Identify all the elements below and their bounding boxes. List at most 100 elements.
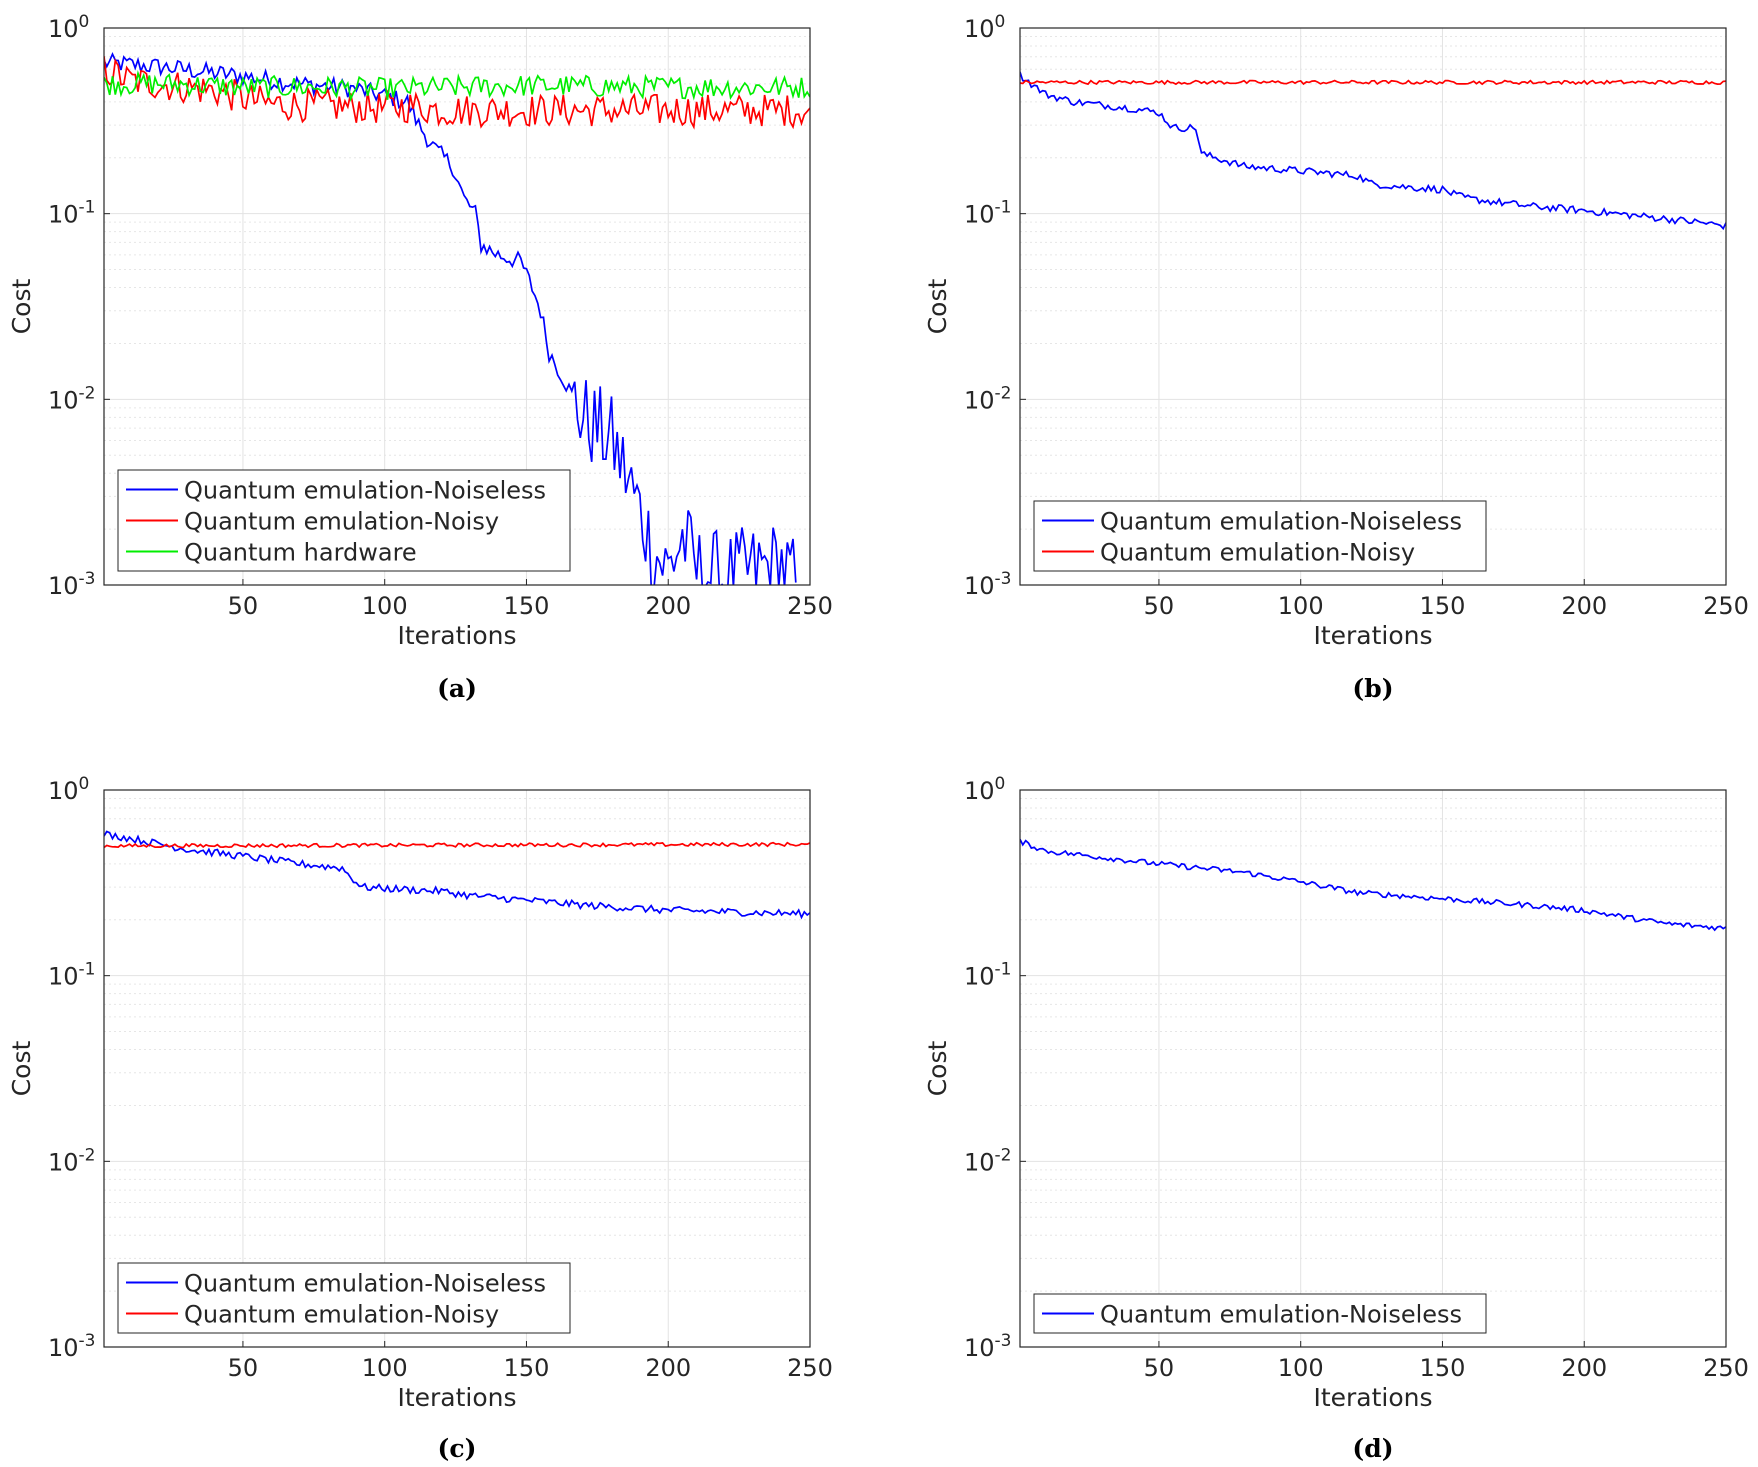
y-tick-exponent: -1 <box>79 960 96 980</box>
y-tick-base: 10 <box>964 386 995 414</box>
y-tick-base: 10 <box>48 15 79 43</box>
x-tick-label: 100 <box>362 1354 408 1382</box>
legend-label: Quantum emulation-Noiseless <box>1100 1301 1462 1329</box>
legend-label: Quantum emulation-Noisy <box>184 1301 499 1329</box>
y-tick-exponent: -3 <box>995 569 1012 589</box>
x-tick-label: 100 <box>362 592 408 620</box>
y-tick-base: 10 <box>964 1148 995 1176</box>
x-tick-label: 50 <box>228 592 259 620</box>
axes-box <box>1019 789 1727 1348</box>
y-tick-exponent: 0 <box>995 774 1006 794</box>
y-tick-label: 100 <box>964 12 1005 43</box>
series-line-1 <box>104 841 810 849</box>
series-line-0 <box>1020 838 1726 932</box>
x-axis-label: Iterations <box>397 1383 516 1412</box>
y-tick-base: 10 <box>48 963 79 991</box>
legend-label: Quantum emulation-Noisy <box>184 508 499 536</box>
x-tick-label: 50 <box>1144 1354 1175 1382</box>
y-tick-base: 10 <box>964 201 995 229</box>
y-tick-label: 10-2 <box>48 1145 96 1176</box>
y-tick-base: 10 <box>48 1334 79 1362</box>
chart-panel-2: 50 100 150 200 25010010-110-210-3IterationsC… <box>7 774 833 1463</box>
panel-caption: (c) <box>438 1434 477 1463</box>
axes-box <box>103 789 811 1348</box>
x-tick-label: 200 <box>1561 1354 1607 1382</box>
x-tick-label: 100 <box>1278 592 1324 620</box>
y-tick-exponent: -2 <box>79 1145 96 1165</box>
y-tick-exponent: -3 <box>995 1331 1012 1351</box>
y-tick-base: 10 <box>48 1148 79 1176</box>
y-tick-label: 100 <box>48 12 89 43</box>
axes-box <box>103 27 811 586</box>
legend: Quantum emulation-Noiseless Quantum emula… <box>1033 500 1487 572</box>
panel-caption: (d) <box>1352 1434 1393 1463</box>
series-line-1 <box>104 56 810 130</box>
y-tick-label: 10-3 <box>48 569 96 600</box>
y-axis-label: Cost <box>923 279 952 335</box>
x-tick-label: 50 <box>1144 592 1175 620</box>
y-tick-base: 10 <box>48 777 79 805</box>
y-tick-label: 10-3 <box>964 569 1012 600</box>
y-tick-exponent: 0 <box>79 774 90 794</box>
chart-panel-3: 50 100 150 200 25010010-110-210-3IterationsC… <box>923 774 1749 1463</box>
x-tick-label: 250 <box>787 592 833 620</box>
y-axis-label: Cost <box>7 1041 36 1097</box>
legend: Quantum emulation-Noiseless <box>1033 1293 1487 1334</box>
y-tick-label: 10-2 <box>964 383 1012 414</box>
series-line-1 <box>1020 79 1726 86</box>
y-tick-label: 10-1 <box>964 198 1012 229</box>
series-line-0 <box>1020 71 1726 231</box>
axes-box <box>1019 27 1727 586</box>
y-tick-base: 10 <box>964 15 995 43</box>
y-tick-exponent: -2 <box>79 383 96 403</box>
y-tick-exponent: -1 <box>995 198 1012 218</box>
y-tick-label: 10-3 <box>48 1331 96 1362</box>
y-tick-base: 10 <box>964 777 995 805</box>
y-tick-label: 10-1 <box>964 960 1012 991</box>
legend-label: Quantum emulation-Noiseless <box>184 477 546 505</box>
y-tick-base: 10 <box>48 572 79 600</box>
chart-panel-0: 50 100 150 200 25010010-110-210-3IterationsC… <box>7 12 833 703</box>
x-axis-label: Iterations <box>1313 1383 1432 1412</box>
y-tick-label: 10-2 <box>48 383 96 414</box>
y-tick-label: 10-3 <box>964 1331 1012 1362</box>
y-tick-exponent: 0 <box>79 12 90 32</box>
panel-caption: (a) <box>437 674 477 703</box>
y-axis-label: Cost <box>7 279 36 335</box>
y-tick-base: 10 <box>964 1334 995 1362</box>
legend-box <box>117 1262 571 1334</box>
x-tick-label: 200 <box>1561 592 1607 620</box>
x-tick-label: 150 <box>504 592 550 620</box>
series-line-2 <box>104 69 810 102</box>
legend-label: Quantum emulation-Noiseless <box>184 1270 546 1298</box>
chart-panel-1: 50 100 150 200 25010010-110-210-3IterationsC… <box>923 12 1749 703</box>
legend-box <box>1033 1293 1487 1334</box>
series-line-0 <box>104 830 810 920</box>
legend-label: Quantum emulation-Noisy <box>1100 539 1415 567</box>
y-tick-label: 10-1 <box>48 198 96 229</box>
x-tick-label: 150 <box>504 1354 550 1382</box>
y-tick-label: 100 <box>48 774 89 805</box>
y-tick-base: 10 <box>48 386 79 414</box>
legend-box <box>117 469 571 572</box>
x-tick-label: 200 <box>645 1354 691 1382</box>
y-tick-base: 10 <box>964 572 995 600</box>
y-tick-label: 100 <box>964 774 1005 805</box>
series-line-0 <box>104 51 797 585</box>
legend-box <box>1033 500 1487 572</box>
y-tick-exponent: 0 <box>995 12 1006 32</box>
x-tick-label: 250 <box>1703 592 1749 620</box>
y-tick-base: 10 <box>48 201 79 229</box>
legend: Quantum emulation-Noiseless Quantum emula… <box>117 469 571 572</box>
y-tick-label: 10-1 <box>48 960 96 991</box>
y-tick-exponent: -2 <box>995 383 1012 403</box>
x-tick-label: 150 <box>1420 1354 1466 1382</box>
legend-label: Quantum hardware <box>184 539 417 567</box>
x-tick-label: 50 <box>228 1354 259 1382</box>
y-tick-exponent: -1 <box>995 960 1012 980</box>
x-axis-label: Iterations <box>397 621 516 650</box>
y-tick-exponent: -2 <box>995 1145 1012 1165</box>
x-axis-label: Iterations <box>1313 621 1432 650</box>
x-tick-label: 250 <box>1703 1354 1749 1382</box>
x-tick-label: 250 <box>787 1354 833 1382</box>
